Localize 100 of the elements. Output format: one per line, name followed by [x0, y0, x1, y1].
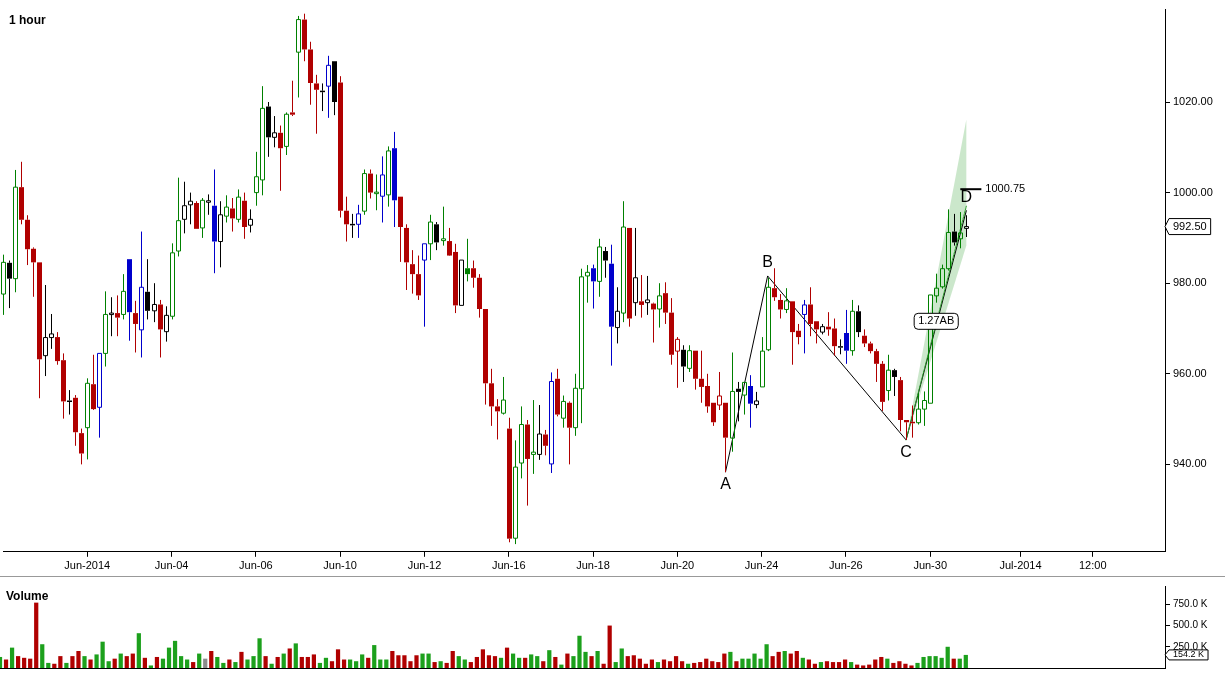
data-label: D: [960, 188, 973, 206]
candlestick: [13, 169, 18, 293]
bar: [34, 602, 39, 668]
x-tick-label: Jun-20: [660, 559, 695, 572]
bar: [625, 656, 630, 668]
candlestick: [380, 155, 385, 223]
candlestick: [127, 259, 132, 342]
bar: [510, 653, 516, 668]
bar: [945, 646, 950, 668]
candlestick: [645, 275, 650, 316]
candlestick: [85, 377, 90, 460]
bar: [504, 647, 510, 668]
bar: [9, 647, 15, 668]
candlestick: [772, 267, 777, 302]
candlestick: [25, 214, 30, 266]
bar: [16, 656, 21, 668]
bar: [637, 658, 642, 668]
bar: [607, 625, 612, 668]
bar: [28, 658, 33, 668]
bar: [148, 665, 154, 668]
bar: [432, 662, 437, 668]
candlestick: [441, 206, 446, 247]
y-tick-label: 750.0 K: [1173, 598, 1208, 610]
candlestick: [139, 231, 144, 358]
candlestick: [525, 419, 530, 507]
candlestick: [898, 376, 903, 432]
bar: [613, 662, 618, 668]
candlestick: [519, 405, 524, 479]
candlestick: [79, 428, 84, 465]
candlestick: [115, 294, 120, 337]
bar: [124, 656, 129, 668]
candlestick: [368, 169, 373, 199]
bar: [354, 661, 359, 668]
x-tick-label: Jun-24: [744, 559, 779, 572]
bar: [0, 656, 3, 668]
candlestick: [489, 368, 494, 427]
y-tick-label: 500.0 K: [1173, 619, 1208, 631]
candlestick: [603, 246, 608, 279]
bar: [293, 643, 298, 668]
bar: [22, 657, 27, 668]
candlestick: [639, 274, 644, 319]
candlestick: [784, 287, 789, 314]
bar: [209, 651, 214, 668]
bar: [794, 651, 799, 668]
candlestick: [145, 258, 150, 320]
candlestick: [212, 169, 217, 274]
bar: [239, 651, 244, 668]
candlestick: [555, 368, 560, 417]
candlestick: [248, 208, 253, 233]
candlestick: [338, 75, 343, 219]
candlestick: [615, 286, 620, 344]
data-label: B: [762, 253, 773, 271]
bar: [492, 656, 498, 668]
bar: [879, 656, 884, 668]
candlestick: [103, 290, 108, 368]
bar: [323, 657, 329, 668]
candlestick: [158, 299, 163, 358]
bar: [589, 656, 594, 668]
candlestick: [314, 74, 319, 135]
candlestick: [374, 173, 379, 211]
bar: [692, 662, 697, 668]
candlestick: [206, 193, 211, 216]
bar: [667, 661, 673, 668]
bar: [728, 651, 733, 668]
candlestick: [742, 381, 747, 416]
bar: [529, 654, 534, 668]
candlestick: [537, 404, 542, 461]
candlestick: [561, 395, 566, 429]
bar: [46, 662, 51, 668]
candlestick: [591, 264, 596, 310]
candlestick: [416, 255, 421, 301]
bar: [523, 657, 528, 668]
bar: [166, 647, 172, 668]
bar: [136, 633, 141, 668]
bar: [372, 645, 377, 668]
candlestick: [748, 374, 753, 429]
candlestick: [200, 197, 205, 239]
candlestick: [121, 273, 126, 320]
bar: [329, 661, 335, 668]
candlestick: [856, 304, 861, 338]
bar: [474, 656, 479, 668]
candlestick: [386, 145, 391, 208]
candlestick: [302, 13, 307, 62]
candlestick: [681, 344, 686, 383]
bar: [299, 656, 304, 668]
candlestick: [862, 328, 867, 348]
x-tick-label: Jul-2014: [999, 559, 1042, 572]
bar: [88, 659, 93, 668]
candlestick: [308, 41, 313, 106]
candlestick: [7, 260, 12, 309]
bar: [40, 644, 45, 668]
bar: [788, 653, 793, 668]
candlestick: [344, 196, 349, 243]
x-tick-label: Jun-18: [576, 559, 610, 572]
candlestick: [242, 192, 247, 240]
candlestick: [627, 227, 632, 328]
candlestick: [428, 214, 433, 261]
bar: [106, 661, 111, 668]
candlestick: [874, 348, 879, 383]
bar: [215, 656, 220, 668]
